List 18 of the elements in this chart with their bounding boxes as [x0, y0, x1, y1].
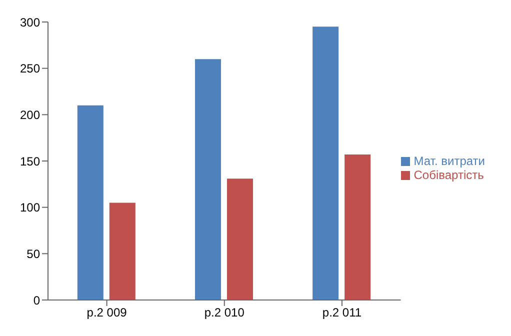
legend-label: Собівартість [414, 168, 484, 182]
bar [109, 202, 136, 300]
bar [194, 59, 221, 300]
y-tick-label: 0 [33, 293, 40, 308]
x-tick-label: р.2 009 [86, 306, 128, 320]
y-tick-label: 150 [20, 154, 40, 168]
bar [344, 154, 371, 300]
bar [312, 26, 339, 300]
bar [226, 178, 253, 300]
x-tick-label: р.2 011 [322, 306, 362, 320]
y-tick-label: 250 [20, 62, 40, 76]
y-tick-label: 50 [26, 246, 40, 261]
bar [77, 105, 104, 300]
legend-label: Мат. витрати [414, 154, 485, 168]
y-tick-label: 100 [20, 200, 40, 215]
x-tick-label: р.2 010 [204, 306, 245, 320]
y-tick-label: 200 [20, 108, 40, 122]
y-tick-label: 300 [20, 15, 40, 30]
